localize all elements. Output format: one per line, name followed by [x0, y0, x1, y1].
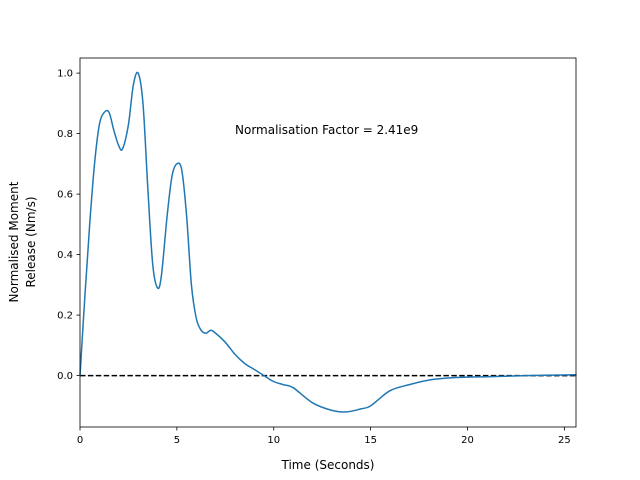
x-axis-ticks: 0 5 10 15 20 25: [77, 427, 571, 446]
y-tick-label: 0.8: [57, 129, 73, 140]
plot-frame: [79, 57, 577, 428]
y-axis-label-line-1: Normalised Moment: [7, 181, 21, 302]
plot-background: [80, 58, 576, 427]
x-tick-label: 0: [77, 435, 83, 446]
y-tick-label: 1.0: [57, 69, 73, 80]
y-tick-label: 0.4: [57, 250, 73, 261]
x-tick-label: 15: [364, 435, 377, 446]
x-tick-label: 25: [558, 435, 571, 446]
y-axis-label-line-2: Release (Nm/s): [24, 196, 38, 287]
x-tick-label: 10: [267, 435, 280, 446]
x-tick-label: 5: [174, 435, 180, 446]
y-tick-label: 0.6: [57, 190, 73, 201]
y-tick-label: 0.2: [57, 311, 73, 322]
x-axis-label: Time (Seconds): [281, 458, 375, 472]
y-tick-label: 0.0: [57, 371, 73, 382]
y-axis-ticks: 0.0 0.2 0.4 0.6 0.8 1.0: [57, 69, 80, 382]
x-tick-label: 20: [461, 435, 474, 446]
normalisation-annotation: Normalisation Factor = 2.41e9: [235, 123, 418, 137]
series-line-moment-release: [79, 71, 577, 413]
y-axis-label: Normalised Moment Release (Nm/s): [7, 181, 38, 302]
